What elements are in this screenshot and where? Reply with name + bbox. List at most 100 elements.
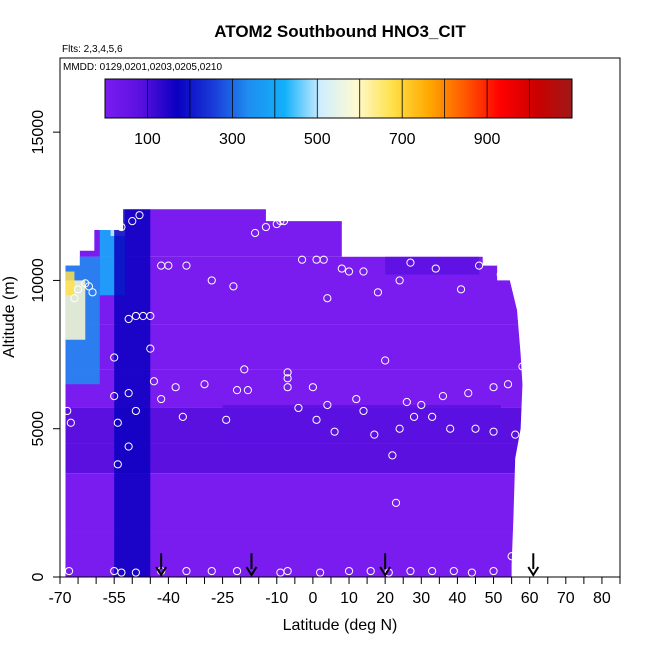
colorbar: 100 300 500 700 900 — [104, 78, 573, 148]
observation-point — [406, 258, 415, 267]
x-tick-label: 30 — [412, 590, 430, 607]
observation-point — [113, 460, 122, 469]
observation-point — [149, 377, 159, 386]
colorbar-frame — [104, 78, 573, 119]
observation-point — [323, 294, 332, 303]
x-tick-label: 70 — [557, 590, 575, 607]
observation-point — [182, 566, 191, 576]
observation-point — [344, 267, 354, 276]
observation-point — [438, 391, 448, 401]
observation-point — [283, 374, 292, 383]
plot-frame — [59, 57, 621, 578]
observation-point — [507, 552, 516, 561]
x-tick-label: 80 — [593, 590, 611, 607]
observation-point — [279, 217, 289, 226]
x-tick-label: 0 — [308, 590, 317, 607]
observation-point — [428, 566, 437, 576]
observation-point — [283, 566, 292, 576]
observation-point — [446, 424, 455, 433]
observation-point — [250, 228, 260, 238]
observation-point — [113, 418, 122, 427]
x-tick-label: -55 — [103, 590, 126, 607]
colorbar-gradient — [105, 79, 572, 118]
flights-label: Flts: 2,3,4,5,6 — [62, 44, 123, 55]
observation-point — [70, 294, 79, 303]
x-axis: -70 -55 -40 -25 -10 0 10 20 30 40 50 60 70 80 — [48, 577, 621, 607]
colorbar-tick-label: 500 — [304, 131, 331, 148]
y-axis-label: Altitude (m) — [1, 276, 18, 358]
x-tick-label: 50 — [485, 590, 503, 607]
x-tick-label: 20 — [376, 590, 394, 607]
observation-point — [110, 353, 119, 362]
observation-point — [330, 427, 339, 436]
observation-point — [182, 261, 191, 270]
observation-point — [283, 383, 292, 392]
observation-point — [135, 211, 144, 220]
observation-point — [381, 356, 390, 365]
observation-point — [496, 270, 505, 279]
observation-point — [157, 394, 166, 404]
observation-point — [124, 389, 133, 398]
observation-point — [207, 566, 216, 576]
observation-point — [323, 400, 332, 410]
observation-point — [66, 418, 75, 427]
observation-point — [449, 566, 458, 576]
observation-point — [474, 261, 484, 270]
observation-point — [229, 282, 238, 291]
observation-point — [207, 276, 216, 285]
chart-title: ATOM2 Southbound HNO3_CIT — [214, 22, 466, 41]
observation-point — [402, 397, 411, 407]
observation-point — [117, 222, 126, 232]
observation-point — [200, 380, 209, 389]
field-patch-2 — [65, 271, 75, 296]
colorbar-tick-label: 700 — [389, 131, 416, 148]
observation-point — [110, 391, 119, 401]
colorbar-tick-label: 900 — [474, 131, 501, 148]
observation-point — [243, 386, 252, 395]
observation-point — [164, 261, 173, 270]
observation-point — [359, 267, 368, 276]
flight-arrow — [245, 553, 258, 577]
observation-point — [64, 566, 74, 576]
observation-point — [471, 424, 480, 433]
observation-point — [261, 222, 271, 232]
observation-point — [388, 451, 397, 460]
observation-point — [489, 566, 498, 576]
observation-point — [395, 276, 404, 285]
observation-point — [366, 566, 375, 576]
x-tick-label: 60 — [521, 590, 539, 607]
observation-point — [88, 288, 97, 297]
observation-point — [297, 255, 307, 264]
observation-point — [124, 442, 133, 451]
field-patch-5 — [222, 404, 501, 438]
observation-point — [344, 566, 354, 576]
observation-point — [222, 415, 231, 424]
x-tick-label: 40 — [449, 590, 467, 607]
y-axis: 0 5000 10000 15000 — [30, 110, 60, 581]
flight-arrow — [155, 553, 168, 577]
observation-point — [128, 217, 137, 226]
observation-point — [428, 412, 437, 421]
observation-point — [308, 383, 318, 392]
observation-point — [171, 383, 180, 392]
observation-point — [417, 400, 426, 410]
observation-point — [312, 415, 321, 424]
flight-arrow — [379, 553, 392, 577]
observation-point — [294, 403, 303, 413]
x-tick-label: -10 — [265, 590, 288, 607]
observation-point — [117, 568, 126, 577]
mmdd-label: MMDD: 0129,0201,0203,0205,0210 — [63, 62, 222, 73]
observation-point — [178, 412, 187, 421]
x-tick-label: -25 — [211, 590, 234, 607]
observation-point — [240, 365, 249, 374]
observation-point — [431, 264, 440, 273]
observation-point — [518, 362, 527, 371]
flight-arrow — [527, 553, 540, 577]
observation-point — [319, 255, 328, 264]
observation-point — [409, 412, 419, 421]
observation-point — [503, 380, 513, 389]
observation-point — [337, 264, 346, 273]
x-tick-label: -40 — [157, 590, 180, 607]
field-patch-6 — [385, 256, 480, 275]
